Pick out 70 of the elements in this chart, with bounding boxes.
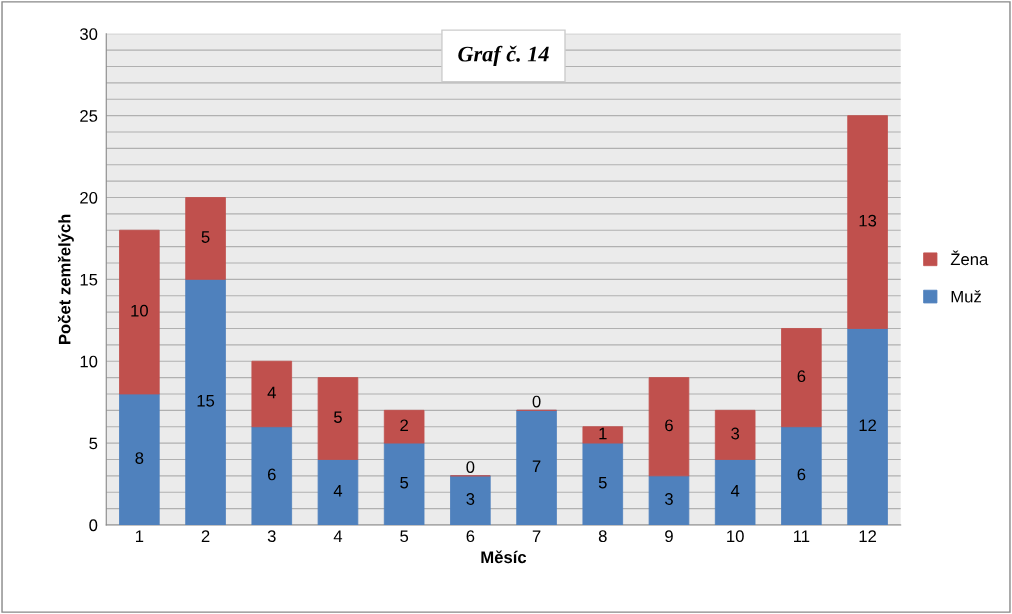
- bar: [582, 442, 624, 525]
- x-tick-label: 7: [532, 530, 541, 542]
- bar: [185, 197, 226, 280]
- data-label: 15: [197, 395, 215, 407]
- data-label: 4: [333, 485, 343, 497]
- y-tick-label: 30: [80, 28, 98, 40]
- bar: [450, 475, 491, 525]
- data-label: 13: [859, 214, 877, 227]
- data-label: 0: [466, 461, 475, 473]
- x-axis-title: Měsíc: [481, 550, 527, 564]
- bar: [516, 409, 557, 525]
- bar: [317, 459, 359, 525]
- data-label: 3: [731, 427, 740, 440]
- data-label: 3: [664, 493, 673, 505]
- bar: [781, 426, 822, 525]
- data-label: 10: [131, 304, 148, 317]
- data-label: 4: [730, 485, 740, 497]
- y-tick-label: 5: [89, 437, 98, 450]
- data-label: 6: [665, 419, 673, 432]
- x-tick-label: 3: [267, 530, 276, 543]
- bar: [119, 229, 160, 395]
- chart-title: Graf č. 14: [458, 45, 549, 67]
- bar: [648, 377, 690, 477]
- data-label: 5: [201, 231, 210, 243]
- data-label: 4: [267, 386, 276, 399]
- x-tick-label: 10: [727, 530, 744, 543]
- data-label: 6: [797, 370, 806, 383]
- y-axis-title: Počet zemřelých: [57, 214, 74, 345]
- y-tick-label: 15: [80, 273, 98, 286]
- bar: [847, 328, 888, 525]
- bar: [251, 426, 293, 525]
- bar: [582, 426, 624, 444]
- x-tick-label: 2: [201, 530, 210, 542]
- bar: [251, 360, 293, 428]
- data-label: 6: [797, 468, 806, 481]
- y-tick-label: 0: [89, 519, 98, 532]
- data-label: 5: [598, 476, 607, 489]
- y-tick-label: 20: [80, 191, 98, 204]
- bar: [648, 475, 690, 525]
- data-label: 12: [859, 419, 877, 432]
- legend-label: Muž: [951, 290, 981, 303]
- bar: [847, 115, 888, 329]
- data-label: 7: [532, 460, 541, 472]
- y-tick-label: 10: [80, 355, 98, 368]
- bar: [714, 459, 756, 525]
- bar: [119, 393, 160, 525]
- data-label: 5: [400, 476, 409, 489]
- data-label: 2: [400, 419, 408, 432]
- x-tick-label: 4: [333, 530, 343, 542]
- data-label: 1: [599, 427, 607, 440]
- bar: [781, 328, 822, 428]
- bar: [714, 409, 756, 460]
- bar: [383, 409, 425, 444]
- x-tick-label: 8: [598, 530, 607, 543]
- bar: [383, 442, 425, 525]
- x-tick-label: 1: [136, 530, 144, 542]
- data-label: 5: [334, 411, 342, 424]
- x-tick-label: 12: [859, 530, 877, 542]
- x-tick-label: 6: [466, 530, 475, 543]
- x-tick-label: 9: [665, 530, 673, 543]
- data-label: 8: [135, 452, 144, 464]
- x-tick-label: 5: [400, 530, 409, 543]
- data-label: 3: [466, 493, 475, 505]
- y-tick-label: 25: [80, 110, 98, 122]
- bar: [185, 278, 226, 525]
- data-label: 6: [267, 468, 276, 481]
- bar: [317, 377, 359, 460]
- data-label: 0: [532, 395, 541, 408]
- legend-label: Žena: [950, 250, 989, 266]
- x-tick-label: 11: [793, 530, 810, 542]
